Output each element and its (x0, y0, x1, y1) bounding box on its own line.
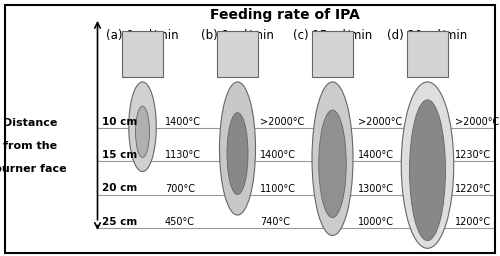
Text: (b) 8 ml/min: (b) 8 ml/min (201, 28, 274, 41)
Text: 20 cm: 20 cm (102, 183, 137, 193)
Text: 1130°C: 1130°C (165, 150, 201, 160)
FancyBboxPatch shape (312, 31, 353, 77)
Ellipse shape (129, 82, 156, 172)
Text: Feeding rate of IPA: Feeding rate of IPA (210, 8, 360, 22)
Ellipse shape (410, 100, 446, 241)
Text: 700°C: 700°C (165, 184, 195, 194)
FancyBboxPatch shape (407, 31, 448, 77)
FancyBboxPatch shape (5, 5, 495, 253)
Text: 1200°C: 1200°C (455, 217, 491, 227)
FancyBboxPatch shape (217, 31, 258, 77)
Text: burner face: burner face (0, 164, 66, 174)
Text: 1300°C: 1300°C (358, 184, 394, 194)
Text: 1400°C: 1400°C (260, 150, 296, 160)
Text: 1000°C: 1000°C (358, 217, 394, 227)
Text: Distance: Distance (3, 118, 57, 128)
Text: (a) 0 ml/min: (a) 0 ml/min (106, 28, 179, 41)
Text: (d) 30 ml/min: (d) 30 ml/min (388, 28, 468, 41)
Text: 1100°C: 1100°C (260, 184, 296, 194)
Text: 10 cm: 10 cm (102, 117, 137, 127)
Text: >2000°C: >2000°C (260, 117, 304, 127)
Text: 740°C: 740°C (260, 217, 290, 227)
Ellipse shape (220, 82, 256, 215)
Text: >2000°C: >2000°C (358, 117, 402, 127)
Text: 450°C: 450°C (165, 217, 195, 227)
Ellipse shape (401, 82, 454, 248)
Text: 1400°C: 1400°C (358, 150, 394, 160)
Ellipse shape (136, 106, 149, 157)
FancyBboxPatch shape (122, 31, 163, 77)
Text: 1400°C: 1400°C (165, 117, 201, 127)
Text: 15 cm: 15 cm (102, 150, 137, 160)
Text: 1230°C: 1230°C (455, 150, 491, 160)
Ellipse shape (312, 82, 353, 236)
Text: 25 cm: 25 cm (102, 217, 137, 227)
Text: 1220°C: 1220°C (455, 184, 491, 194)
Ellipse shape (319, 110, 346, 218)
Ellipse shape (227, 113, 248, 195)
Text: >2000°C: >2000°C (455, 117, 499, 127)
Text: from the: from the (3, 141, 57, 151)
Text: (c) 15 ml/min: (c) 15 ml/min (293, 28, 372, 41)
